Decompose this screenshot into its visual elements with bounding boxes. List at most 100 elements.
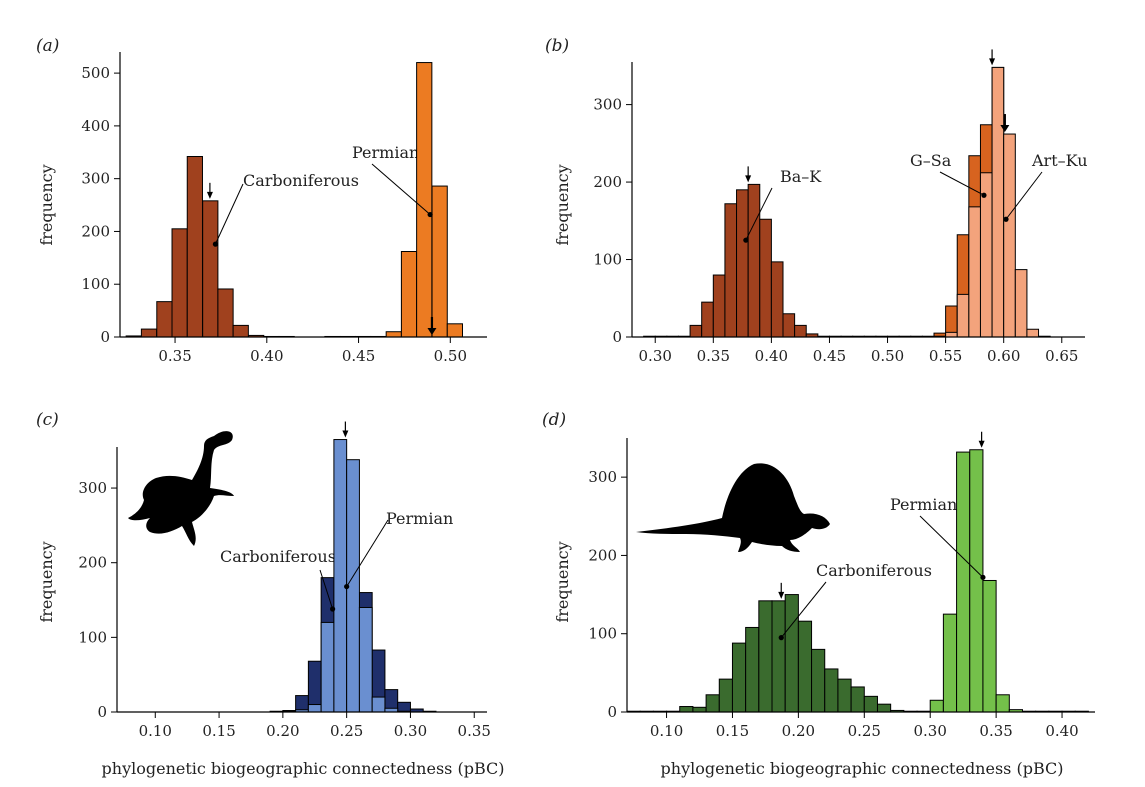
y-tick-label: 300	[593, 96, 622, 114]
y-tick-label: 0	[612, 328, 622, 346]
bar-permian-4	[385, 331, 402, 338]
median-arrowhead	[1000, 125, 1010, 133]
bar-permian-5	[995, 694, 1010, 713]
reptile-silhouette-icon	[128, 431, 234, 546]
ylabel-b: frequency	[553, 164, 572, 245]
x-tick-label: 0.35	[158, 347, 191, 365]
bar-bak-9	[747, 183, 761, 338]
x-tick-label: 0.15	[716, 722, 749, 740]
bar-permian-7	[371, 696, 386, 713]
bar-carboniferous-17	[850, 686, 865, 713]
annotation-permian-a: Permian	[352, 143, 419, 162]
x-tick-label: 0.15	[202, 722, 235, 740]
bar-carboniferous-1	[140, 328, 158, 338]
bar-permian-2	[307, 704, 322, 713]
bar-permian-2	[956, 451, 971, 713]
panel-label-c: (c)	[36, 410, 59, 430]
bar-carboniferous-3	[171, 228, 188, 338]
x-tick-label: 0.10	[139, 722, 172, 740]
annotation-dot	[427, 211, 433, 218]
y-tick-label: 100	[588, 625, 617, 643]
annotation-dot	[344, 583, 350, 590]
x-tick-label: 0.60	[987, 347, 1020, 365]
panel-label-b: (b)	[545, 36, 569, 56]
y-tick-label: 300	[78, 479, 107, 497]
x-tick-label: 0.35	[458, 722, 491, 740]
median-arrowhead	[978, 440, 985, 448]
x-tick-label: 0.65	[1045, 347, 1078, 365]
annotation-ba-k: Ba–K	[780, 167, 822, 186]
x-tick-label: 0.30	[914, 722, 947, 740]
bar-carboniferous-6	[705, 694, 720, 713]
bar-carboniferous-4	[679, 706, 694, 713]
y-tick-label: 200	[78, 554, 107, 572]
bar-bak-8	[736, 189, 749, 338]
bar-carboniferous-8	[731, 642, 747, 713]
x-tick-label: 0.50	[434, 347, 467, 365]
x-tick-label: 0.25	[330, 722, 363, 740]
x-tick-label: 0.55	[929, 347, 962, 365]
y-tick-label: 200	[588, 546, 617, 564]
bar-bak-6	[712, 274, 726, 338]
bar-carboniferous-15	[824, 668, 839, 713]
bar-artku-4	[979, 172, 993, 338]
bar-permian-0	[929, 699, 944, 713]
x-tick-label: 0.30	[394, 722, 427, 740]
bar-artku-7	[1014, 269, 1028, 338]
y-tick-label: 300	[81, 170, 110, 188]
bar-bak-13	[794, 324, 807, 338]
bar-carboniferous-10	[758, 600, 773, 713]
x-tick-label: 0.40	[250, 347, 283, 365]
panel-label-d: (d)	[542, 410, 566, 430]
annotation-dot	[330, 606, 336, 612]
bar-permian-4	[982, 579, 997, 713]
annotation-leader	[780, 581, 827, 638]
bar-permian-8	[446, 323, 463, 338]
x-tick-label: 0.10	[650, 722, 683, 740]
bar-bak-11	[770, 261, 784, 338]
bar-carboniferous-14	[811, 648, 826, 713]
bar-bak-7	[724, 203, 738, 338]
bar-artku-3	[968, 206, 981, 338]
y-tick-label: 0	[607, 703, 617, 721]
panel-a: (a) frequency Carboniferous Permian 0.35…	[36, 36, 487, 365]
y-tick-label: 500	[81, 64, 110, 82]
x-tick-label: 0.35	[979, 722, 1012, 740]
annotation-leader	[745, 187, 773, 241]
bar-permian-3	[969, 449, 984, 713]
bar-carboniferous-4	[186, 156, 203, 338]
x-tick-label: 0.35	[697, 347, 730, 365]
bar-carboniferous-9	[745, 626, 760, 713]
bar-permian-6	[416, 62, 433, 338]
annotation-permian-d: Permian	[890, 495, 957, 514]
median-arrowhead	[206, 191, 213, 199]
panel-c: (c) frequency phylogenetic biogeographic…	[36, 410, 504, 778]
annotation-g-sa: G–Sa	[910, 151, 952, 170]
ylabel-c: frequency	[37, 541, 56, 622]
annotation-dot	[980, 574, 986, 580]
y-tick-label: 100	[81, 275, 110, 293]
bar-carboniferous-11	[771, 600, 786, 713]
bar-artku-1	[945, 331, 958, 338]
bar-permian-3	[320, 621, 335, 713]
xlabel-c: phylogenetic biogeographic connectedness…	[102, 759, 505, 778]
panel-d: (d) frequency phylogenetic biogeographic…	[542, 410, 1095, 778]
annotation-dot	[743, 237, 749, 243]
median-arrowhead	[745, 175, 752, 183]
bar-carboniferous-19	[876, 703, 892, 713]
y-tick-label: 200	[593, 173, 622, 191]
annotation-leader	[319, 569, 334, 610]
bar-bak-4	[689, 324, 703, 338]
x-tick-label: 0.25	[848, 722, 881, 740]
bar-carboniferous-6	[217, 288, 234, 338]
bar-bak-12	[782, 313, 796, 338]
bar-artku-5	[991, 66, 1005, 338]
bar-bak-10	[759, 218, 772, 338]
annotation-leader	[371, 163, 431, 215]
bar-permian-7	[431, 185, 448, 338]
y-tick-label: 300	[588, 468, 617, 486]
median-arrowhead	[778, 591, 785, 599]
annotation-leader	[939, 171, 985, 196]
y-tick-label: 100	[78, 628, 107, 646]
